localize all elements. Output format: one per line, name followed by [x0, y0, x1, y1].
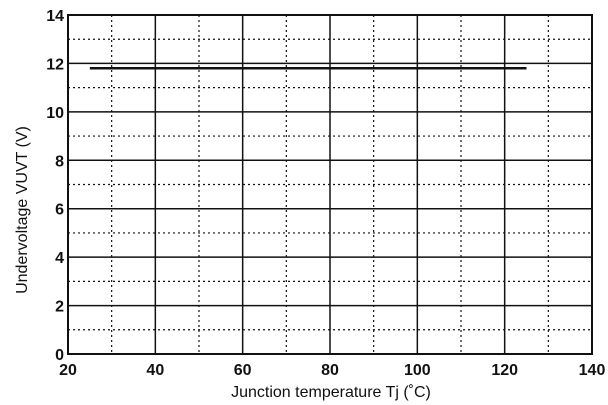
y-axis-label: Undervoltage VUVT (V): [14, 126, 31, 294]
x-axis-label: Junction temperature Tj (˚C): [231, 384, 431, 401]
y-tick-labels: 0 2 4 6 8 10 12 14: [46, 8, 64, 364]
x-tick-label: 80: [321, 362, 339, 379]
y-tick-label: 10: [46, 105, 64, 122]
x-tick-label: 20: [59, 362, 77, 379]
y-tick-label: 8: [55, 153, 64, 170]
plot-frame: [67, 14, 593, 355]
y-tick-label: 2: [55, 299, 64, 316]
x-tick-label: 140: [579, 362, 606, 379]
grid: [68, 15, 592, 354]
x-tick-label: 100: [404, 362, 431, 379]
y-tick-label: 0: [55, 347, 64, 364]
y-tick-label: 6: [55, 202, 64, 219]
y-tick-label: 14: [46, 8, 64, 25]
x-tick-label: 60: [234, 362, 252, 379]
y-tick-label: 4: [55, 250, 64, 267]
x-tick-label: 40: [146, 362, 164, 379]
x-tick-label: 120: [491, 362, 518, 379]
x-tick-labels: 20 40 60 80 100 120 140: [59, 362, 605, 379]
y-tick-label: 12: [46, 56, 64, 73]
